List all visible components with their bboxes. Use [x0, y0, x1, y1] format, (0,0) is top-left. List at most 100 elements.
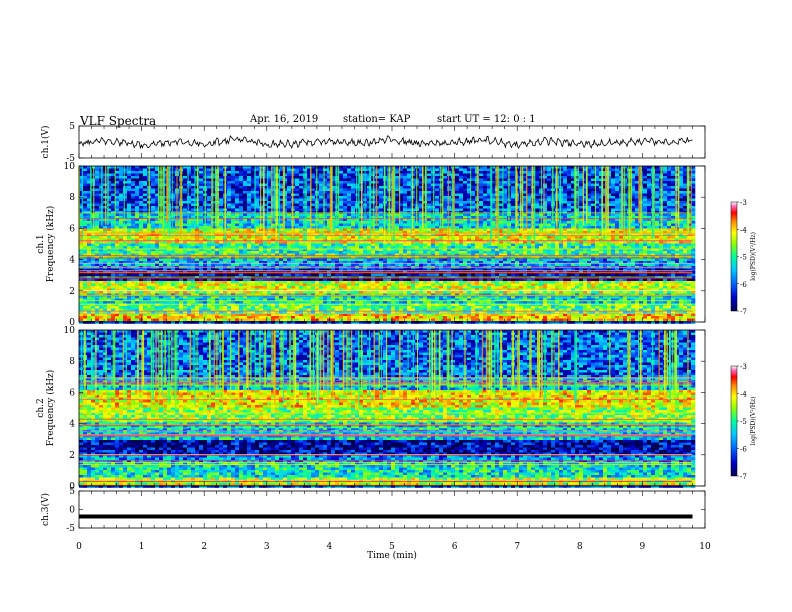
spectrogram-cell [595, 173, 600, 177]
spectrogram-cell [143, 211, 148, 214]
spectrogram-cell [511, 178, 516, 182]
spectrogram-cell [487, 211, 492, 214]
spectrogram-cell [675, 181, 680, 184]
spectrogram-cell [151, 223, 156, 227]
spectrogram-cell [571, 171, 576, 174]
spectrogram-cell [355, 226, 360, 229]
spectrogram-cell [663, 176, 668, 179]
spectrogram-cell [483, 208, 488, 212]
spectrogram-cell [239, 243, 244, 247]
spectrogram-cell [247, 178, 252, 182]
start-time-label: start UT = 12: 0 : 1 [437, 114, 536, 125]
spectrogram-cell [435, 198, 440, 202]
spectrogram-cell [219, 241, 224, 244]
spectrogram-cell [435, 213, 440, 217]
spectrogram-cell [631, 226, 636, 229]
spectrogram-cell [403, 196, 408, 199]
spectrogram-cell [507, 236, 512, 239]
spectrogram-cell [491, 198, 496, 202]
spectrogram-cell [567, 198, 572, 202]
spectrogram-cell [435, 183, 440, 187]
spectrogram-cell [227, 178, 232, 182]
spectrogram-cell [83, 196, 88, 199]
spectrogram-cell [407, 241, 412, 244]
spectrogram-cell [607, 173, 612, 177]
spectrogram-cell [615, 203, 620, 207]
spectrogram-cell [227, 183, 232, 187]
spectrogram-cell [411, 233, 416, 237]
spectrogram-cell [311, 231, 316, 234]
spectrogram-cell [215, 236, 220, 239]
spectrogram-cell [679, 168, 684, 172]
spectrogram-cell [403, 201, 408, 204]
spectrogram-cell [231, 178, 236, 182]
spectrogram-cell [331, 166, 336, 169]
spectrogram-cell [371, 181, 376, 184]
spectrogram-cell [679, 218, 684, 222]
spectrogram-cell [683, 188, 688, 192]
spectrogram-cell [591, 218, 596, 222]
spectrogram-cell [435, 243, 440, 247]
spectrogram-cell [435, 186, 440, 189]
spectrogram-cell [139, 166, 144, 169]
spectrogram-cell [571, 186, 576, 189]
spectrogram-cell [271, 183, 276, 187]
spectrogram-cell [579, 206, 584, 209]
spectrogram-cell [207, 231, 212, 234]
spectrogram-cell [235, 201, 240, 204]
spectrogram-cell [655, 228, 660, 232]
spectrogram-cell [435, 228, 440, 232]
spectrogram-cell [675, 211, 680, 214]
spectrogram-cell [447, 173, 452, 177]
spectrogram-cell [611, 218, 616, 222]
spectrogram-cell [671, 216, 676, 219]
spectrogram-cell [479, 243, 484, 247]
spectrogram-cell [287, 181, 292, 184]
spectrogram-cell [311, 186, 316, 189]
spectrogram-cell [79, 183, 84, 187]
spectrogram-cell [199, 241, 204, 244]
spectrogram-cell [483, 213, 488, 217]
spectrogram-cell [591, 216, 596, 219]
spectrogram-cell [679, 198, 684, 202]
spectrogram-cell [659, 241, 664, 244]
spectrogram-cell [655, 226, 660, 229]
spectrogram-cell [183, 198, 188, 202]
spectrogram-cell [251, 236, 256, 239]
spectrogram-cell [403, 181, 408, 184]
spectrogram-cell [687, 236, 692, 239]
spectrogram-cell [595, 226, 600, 229]
spectrogram-cell [239, 191, 244, 194]
spectrogram-cell [87, 218, 92, 222]
spectrogram-cell [127, 201, 132, 204]
spectrogram-cell [631, 241, 636, 244]
spectrogram-cell [455, 203, 460, 207]
spectrogram-cell [643, 231, 648, 234]
spectrogram-cell [107, 193, 112, 197]
spectrogram-cell [259, 233, 264, 237]
spectrogram-cell [375, 236, 380, 239]
spectrogram-cell [455, 223, 460, 227]
spectrogram-cell [455, 221, 460, 224]
spectrogram-cell [295, 193, 300, 197]
spectrogram-cell [439, 228, 444, 232]
spectrogram-cell [107, 188, 112, 192]
spectrogram-cell [559, 218, 564, 222]
spectrogram-cell [595, 178, 600, 182]
spectrogram-cell [459, 243, 464, 247]
spectrogram-cell [191, 211, 196, 214]
spectrogram-cell [219, 178, 224, 182]
spectrogram-cell [131, 193, 136, 197]
spectrogram-cell [299, 241, 304, 244]
spectrogram-cell [271, 228, 276, 232]
spectrogram-cell [635, 211, 640, 214]
spectrogram-cell [307, 231, 312, 234]
spectrogram-cell [459, 196, 464, 199]
spectrogram-cell [491, 206, 496, 209]
spectrogram-cell [203, 246, 208, 249]
spectrogram-cell [343, 208, 348, 212]
spectrogram-cell [555, 241, 560, 244]
spectrogram-cell [611, 166, 616, 169]
spectrogram-cell [127, 213, 132, 217]
spectrogram-cell [303, 183, 308, 187]
